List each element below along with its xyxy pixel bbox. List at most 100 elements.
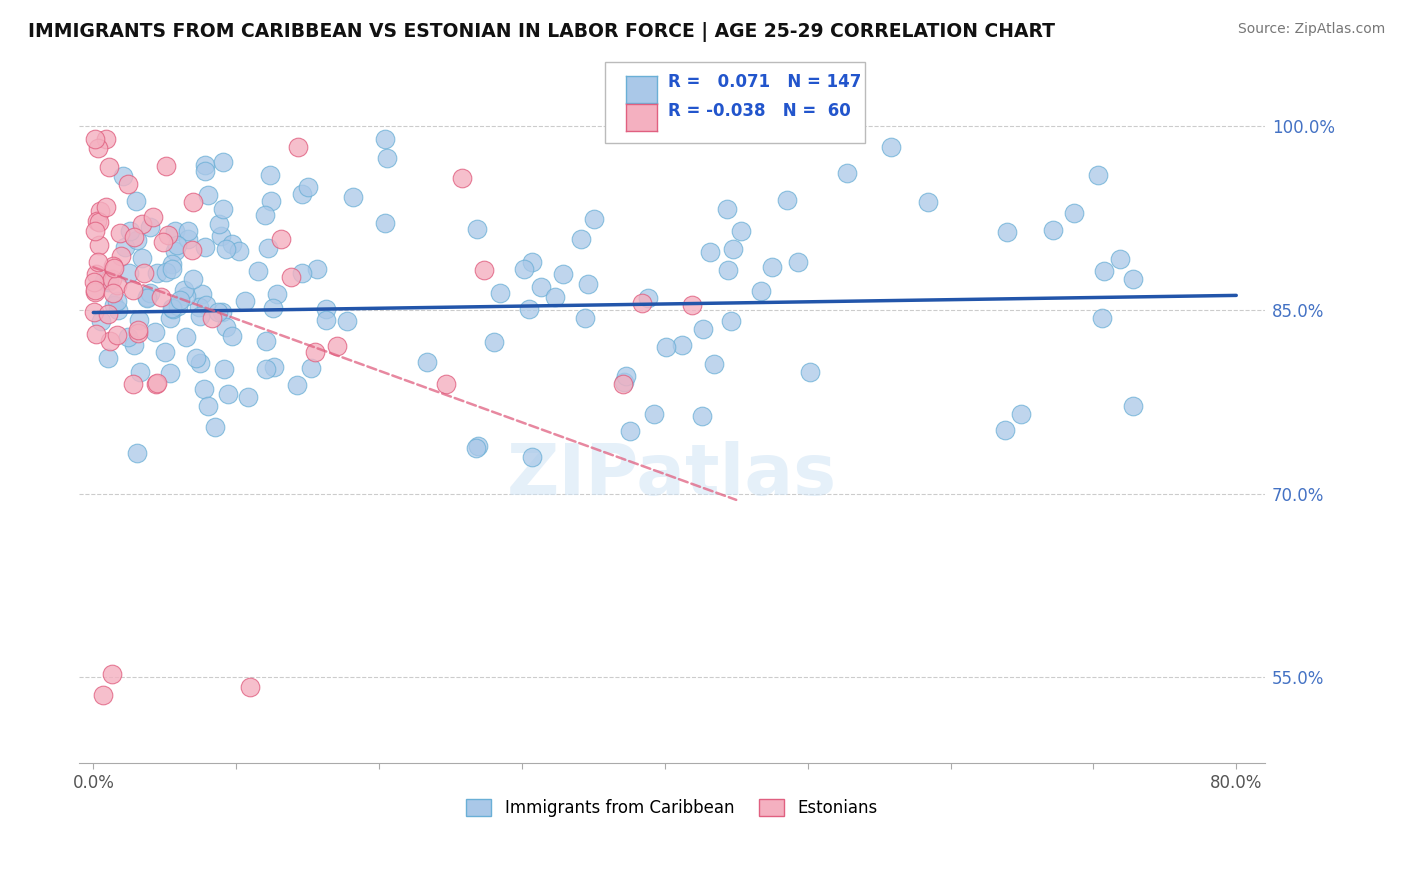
Point [83, 305, 105, 319]
Point [83, 275, 105, 289]
Point [142, 211, 165, 225]
Point [1109, 252, 1132, 266]
Point [304, 344, 326, 359]
Point [159, 310, 181, 325]
Point [522, 255, 544, 269]
Point [108, 227, 131, 241]
Point [256, 241, 278, 255]
Point [374, 216, 396, 230]
Point [342, 190, 364, 204]
Point [233, 293, 256, 308]
Point [776, 193, 799, 207]
Point [105, 293, 128, 308]
Point [167, 299, 190, 313]
Point [118, 266, 141, 280]
Point [472, 263, 495, 277]
Point [1091, 311, 1114, 326]
Point [145, 376, 167, 391]
Point [614, 369, 637, 384]
Point [162, 301, 184, 316]
Point [786, 255, 808, 269]
Point [208, 217, 231, 231]
Point [117, 177, 139, 191]
Point [181, 243, 204, 257]
Point [630, 296, 652, 310]
Point [84, 285, 107, 300]
Point [139, 286, 162, 301]
Point [87, 254, 110, 268]
Point [517, 302, 540, 317]
Point [520, 450, 543, 464]
Point [98, 334, 121, 348]
Point [186, 351, 208, 365]
Point [643, 407, 665, 421]
Point [111, 169, 134, 184]
Point [160, 301, 183, 316]
Point [89, 215, 111, 229]
Point [207, 304, 229, 318]
Point [266, 287, 288, 301]
Point [375, 151, 398, 165]
Point [97, 273, 120, 287]
Point [1042, 223, 1064, 237]
Point [730, 223, 752, 237]
Point [138, 219, 160, 234]
Point [86, 214, 108, 228]
Point [181, 272, 204, 286]
Point [315, 302, 337, 317]
Point [84, 224, 107, 238]
Point [465, 441, 488, 455]
Point [94, 200, 117, 214]
Point [136, 291, 159, 305]
Point [450, 170, 472, 185]
Point [681, 298, 703, 312]
Point [761, 260, 783, 274]
Point [93, 274, 115, 288]
Point [120, 224, 142, 238]
Point [174, 289, 197, 303]
Point [749, 284, 772, 298]
Point [127, 324, 149, 338]
Point [215, 242, 238, 256]
Point [270, 232, 292, 246]
Point [107, 302, 129, 317]
Point [299, 361, 322, 376]
Point [84, 283, 107, 297]
Point [211, 202, 233, 216]
Point [613, 376, 636, 390]
Point [254, 334, 277, 349]
Point [84, 131, 107, 145]
Point [89, 203, 111, 218]
Point [152, 235, 174, 249]
Point [239, 680, 262, 694]
Point [253, 208, 276, 222]
Point [703, 358, 725, 372]
Point [211, 228, 233, 243]
Point [122, 338, 145, 352]
Point [879, 139, 901, 153]
Point [315, 312, 337, 326]
Point [690, 409, 713, 423]
Point [1087, 168, 1109, 182]
Point [122, 376, 145, 391]
Point [637, 291, 659, 305]
Point [221, 329, 243, 343]
Point [165, 244, 187, 259]
Point [165, 224, 187, 238]
Point [146, 266, 169, 280]
Point [551, 268, 574, 282]
Point [1092, 264, 1115, 278]
Point [193, 164, 215, 178]
Point [212, 154, 235, 169]
Text: Source: ZipAtlas.com: Source: ZipAtlas.com [1237, 22, 1385, 37]
Point [94, 131, 117, 145]
Point [103, 261, 125, 276]
Point [174, 329, 197, 343]
Point [212, 361, 235, 376]
Point [160, 257, 183, 271]
Point [716, 202, 738, 216]
Point [482, 335, 505, 350]
Point [121, 283, 143, 297]
Point [994, 423, 1017, 437]
Point [101, 286, 124, 301]
